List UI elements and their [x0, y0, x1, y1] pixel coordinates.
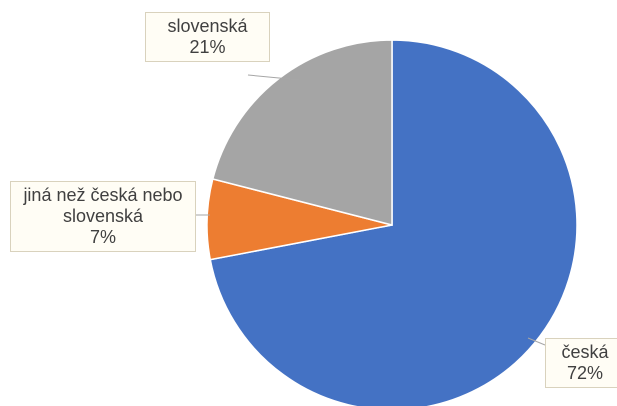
category-name: jiná než česká nebo slovenská [23, 185, 183, 226]
category-name: slovenská [167, 16, 248, 36]
value-label: 21% [189, 37, 226, 57]
data-label: česká 72% [545, 338, 617, 388]
data-label: jiná než česká nebo slovenská 7% [10, 181, 196, 252]
data-label: slovenská 21% [145, 12, 270, 62]
leader-line [247, 74, 301, 81]
pie-slice [211, 39, 393, 226]
leader-line [527, 337, 546, 346]
value-label: 7% [89, 227, 116, 247]
category-name: česká [561, 342, 609, 362]
value-label: 72% [566, 363, 604, 383]
pie-slice [209, 39, 578, 406]
